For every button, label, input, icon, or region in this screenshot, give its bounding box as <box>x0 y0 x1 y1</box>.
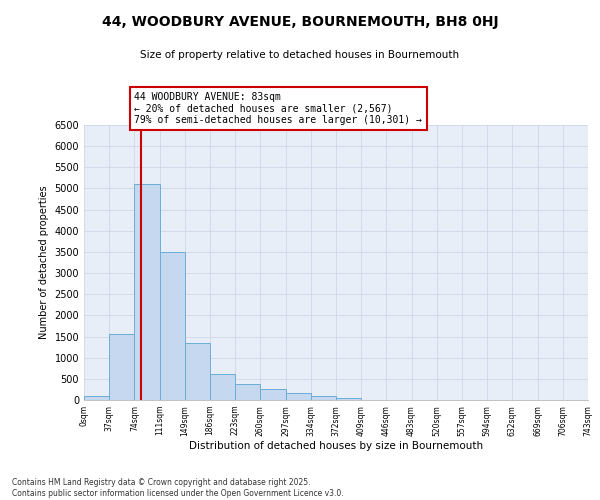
Bar <box>109 334 134 400</box>
Bar <box>311 396 336 400</box>
Bar <box>84 396 109 400</box>
Bar <box>210 374 235 400</box>
X-axis label: Distribution of detached houses by size in Bournemouth: Distribution of detached houses by size … <box>189 442 483 452</box>
Bar <box>185 343 210 400</box>
Bar <box>134 184 160 400</box>
Bar <box>286 392 311 400</box>
Y-axis label: Number of detached properties: Number of detached properties <box>39 186 49 340</box>
Text: 44, WOODBURY AVENUE, BOURNEMOUTH, BH8 0HJ: 44, WOODBURY AVENUE, BOURNEMOUTH, BH8 0H… <box>101 15 499 29</box>
Text: Size of property relative to detached houses in Bournemouth: Size of property relative to detached ho… <box>140 50 460 60</box>
Text: Contains HM Land Registry data © Crown copyright and database right 2025.
Contai: Contains HM Land Registry data © Crown c… <box>12 478 344 498</box>
Bar <box>336 398 361 400</box>
Bar <box>260 388 286 400</box>
Bar <box>235 384 260 400</box>
Text: 44 WOODBURY AVENUE: 83sqm
← 20% of detached houses are smaller (2,567)
79% of se: 44 WOODBURY AVENUE: 83sqm ← 20% of detac… <box>134 92 422 125</box>
Bar <box>160 252 185 400</box>
